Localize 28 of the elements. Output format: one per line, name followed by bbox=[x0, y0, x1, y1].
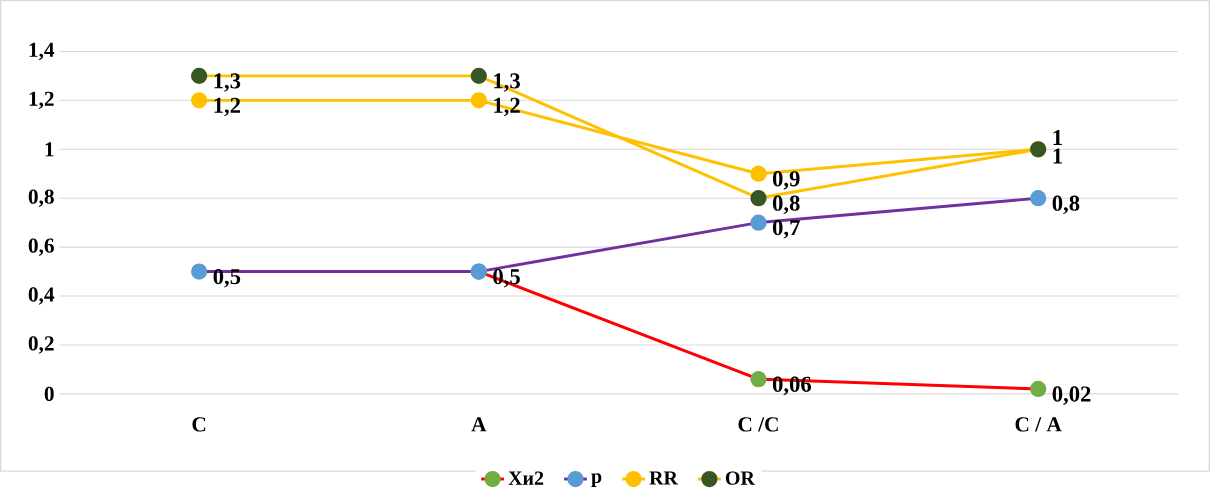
legend-label: p bbox=[591, 473, 602, 487]
x-tick-label: C /C bbox=[738, 417, 778, 432]
data-label: 1,2 bbox=[214, 97, 241, 117]
y-tick-label: 0,8 bbox=[28, 189, 54, 207]
data-label: 0,9 bbox=[772, 171, 800, 190]
data-label: 0,02 bbox=[1052, 386, 1091, 405]
data-label: 0,06 bbox=[772, 376, 812, 396]
y-tick-label: 1,4 bbox=[29, 42, 55, 61]
data-label: 0,8 bbox=[1052, 195, 1080, 215]
data-label: 0,7 bbox=[772, 220, 800, 239]
data-label: 0,8 bbox=[772, 195, 800, 215]
legend-label: Хи2 bbox=[508, 471, 544, 485]
legend-label: OR bbox=[725, 471, 756, 485]
data-label: 1 bbox=[1053, 148, 1062, 164]
y-tick-label: 0,6 bbox=[28, 238, 54, 256]
legend-label: RR bbox=[649, 471, 679, 485]
data-label: 1 bbox=[1053, 130, 1062, 146]
y-tick-label: 1,2 bbox=[29, 91, 54, 110]
data-label: 1,3 bbox=[214, 73, 241, 92]
y-tick-label: 1 bbox=[45, 142, 54, 157]
data-label: 0,5 bbox=[213, 268, 241, 288]
y-tick-label: 0 bbox=[44, 386, 54, 402]
y-tick-label: 0,2 bbox=[28, 336, 54, 354]
x-tick-label: C bbox=[192, 417, 206, 432]
x-tick-label: C / A bbox=[1015, 417, 1062, 432]
data-label: 1,3 bbox=[494, 73, 520, 92]
x-tick-label: A bbox=[471, 417, 487, 432]
y-tick-label: 0,4 bbox=[28, 287, 55, 305]
